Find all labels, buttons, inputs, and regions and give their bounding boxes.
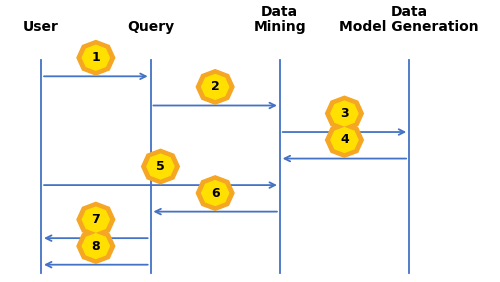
Polygon shape <box>77 229 114 263</box>
Text: 5: 5 <box>156 160 165 173</box>
Polygon shape <box>82 207 110 232</box>
Polygon shape <box>77 202 114 237</box>
Text: Data
Mining: Data Mining <box>254 5 306 34</box>
Polygon shape <box>142 149 180 184</box>
Polygon shape <box>82 45 110 70</box>
Polygon shape <box>82 234 110 259</box>
Polygon shape <box>196 176 234 210</box>
Polygon shape <box>331 127 358 152</box>
Text: 4: 4 <box>340 133 349 146</box>
Text: User: User <box>23 20 59 34</box>
Text: Data
Model Generation: Data Model Generation <box>339 5 479 34</box>
Text: 6: 6 <box>211 187 220 200</box>
Text: 1: 1 <box>92 51 100 64</box>
Polygon shape <box>77 41 114 75</box>
Text: 7: 7 <box>92 213 100 226</box>
Text: 2: 2 <box>211 80 220 93</box>
Polygon shape <box>202 181 229 206</box>
Text: 8: 8 <box>92 240 100 253</box>
Polygon shape <box>202 74 229 99</box>
Text: Query: Query <box>127 20 174 34</box>
Polygon shape <box>331 101 358 126</box>
Text: 3: 3 <box>340 107 348 120</box>
Polygon shape <box>196 70 234 104</box>
Polygon shape <box>326 96 364 131</box>
Polygon shape <box>326 123 364 157</box>
Polygon shape <box>147 154 174 179</box>
